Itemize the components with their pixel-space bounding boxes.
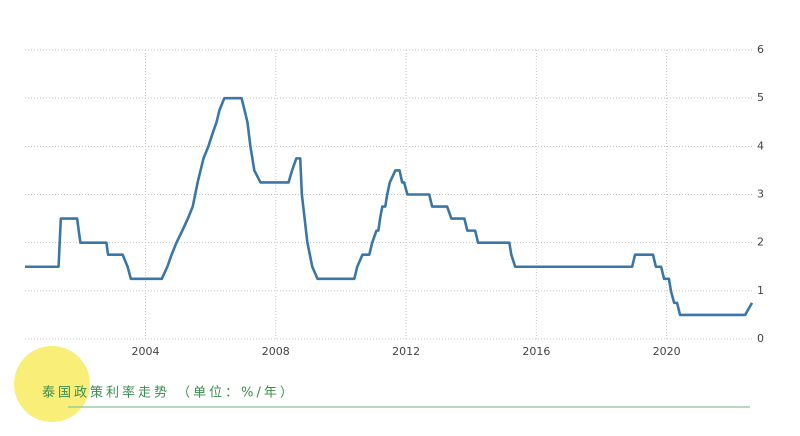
caption: 泰国政策利率走势 （单位：%/年） <box>42 385 296 401</box>
x-tick-label: 2004 <box>132 345 160 358</box>
y-tick-label: 5 <box>757 91 764 104</box>
y-tick-label: 6 <box>757 43 764 56</box>
line-series <box>25 96 754 317</box>
x-tick-label: 2012 <box>392 345 420 358</box>
y-tick-label: 0 <box>757 332 764 345</box>
y-tick-label: 3 <box>757 188 764 201</box>
x-tick-label: 2020 <box>653 345 681 358</box>
y-tick-label: 2 <box>757 236 764 249</box>
x-tick-label: 2008 <box>262 345 290 358</box>
decor-circle <box>14 346 90 422</box>
y-tick-label: 1 <box>757 284 764 297</box>
y-tick-label: 4 <box>757 139 764 152</box>
x-tick-label: 2016 <box>522 345 550 358</box>
